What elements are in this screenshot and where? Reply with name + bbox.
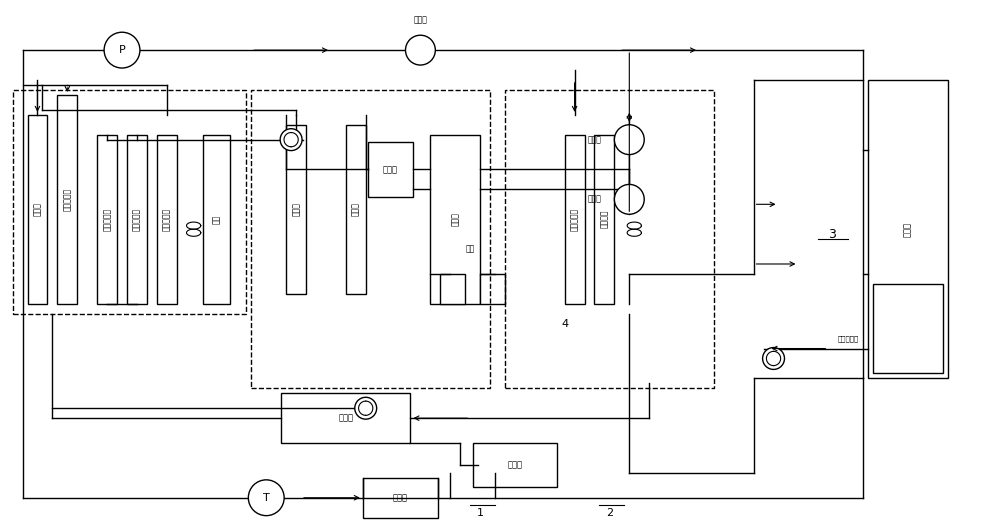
Bar [363,478,438,518]
Text: 2: 2 [606,508,613,518]
Circle shape [280,129,302,150]
Text: 电池包: 电池包 [903,222,912,237]
Circle shape [104,32,140,68]
Text: 4: 4 [561,319,568,329]
Circle shape [763,347,784,369]
Text: 电机: 电机 [212,215,221,224]
Bar [594,135,614,304]
Text: 3: 3 [828,227,836,241]
Text: 膨胀阀: 膨胀阀 [588,195,601,204]
Bar [157,135,177,304]
Text: 前暖风芯体: 前暖风芯体 [570,208,579,231]
Text: 水泵: 水泵 [466,245,475,254]
Text: 温度传感器: 温度传感器 [838,335,859,342]
Bar [286,125,306,294]
Bar [440,274,465,304]
Text: 前茅发器: 前茅发器 [600,210,609,228]
Bar [505,90,714,388]
Bar [868,80,948,378]
Bar [251,90,490,388]
Text: P: P [119,45,125,55]
Text: 高温换热器: 高温换热器 [103,208,112,231]
Text: 控制器: 控制器 [338,413,353,423]
Bar [473,443,557,487]
Text: 中冷换热器: 中冷换热器 [132,208,141,231]
Text: 节温器: 节温器 [383,165,398,174]
Bar [57,95,77,304]
Text: 截止阀: 截止阀 [588,135,601,144]
Text: 转换器: 转换器 [507,461,522,470]
Bar [13,90,246,314]
Text: 增压器: 增压器 [351,202,360,216]
Text: 电机油冷器: 电机油冷器 [162,208,171,231]
Bar [127,135,147,304]
Text: 中冷器: 中冷器 [292,202,301,216]
Bar [873,284,943,374]
Text: 发动机: 发动机 [451,212,460,226]
Text: 低温换热器: 低温换热器 [63,188,72,211]
Bar [28,115,47,304]
Bar [281,394,410,443]
Circle shape [614,125,644,155]
Text: 冷凝器: 冷凝器 [33,202,42,216]
Text: 1: 1 [477,508,484,518]
Circle shape [248,480,284,516]
Text: 膨胀阀: 膨胀阀 [413,16,427,25]
Text: 压缩机: 压缩机 [393,493,408,502]
Bar [97,135,117,304]
Circle shape [406,35,435,65]
Bar [565,135,585,304]
Circle shape [355,397,377,419]
Bar [203,135,230,304]
Bar [480,274,505,304]
Bar [346,125,366,294]
Text: T: T [263,493,270,503]
Bar [368,142,413,197]
Bar [430,135,480,304]
Circle shape [614,184,644,214]
